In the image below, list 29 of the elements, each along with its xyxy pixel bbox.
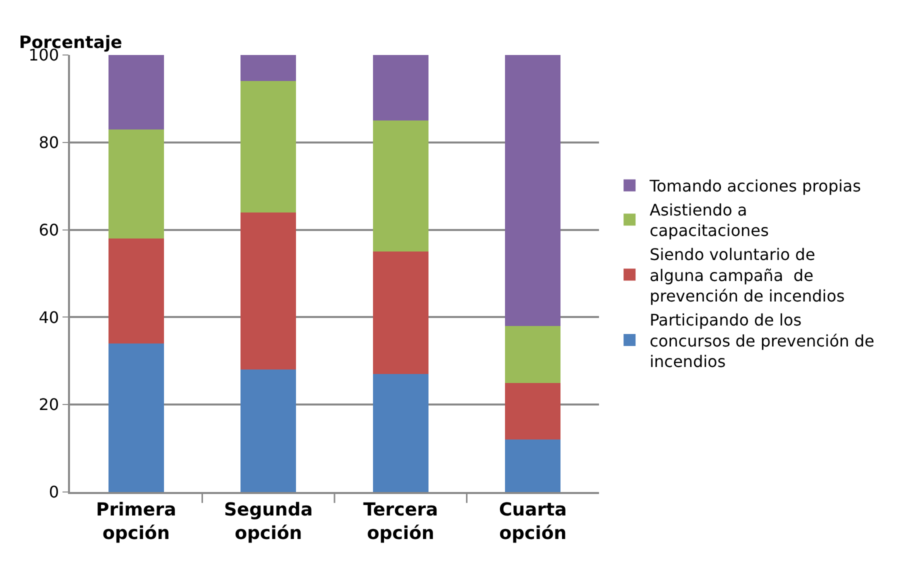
bar	[240, 81, 296, 212]
bar	[108, 343, 164, 492]
y-tick-label: 0	[48, 482, 60, 502]
bar	[240, 212, 296, 370]
y-tick-label: 40	[38, 308, 60, 327]
x-tick-label: Primera opción	[96, 499, 176, 544]
x-tick-label: Tercera opción	[363, 499, 438, 544]
bar	[108, 55, 164, 130]
legend-label: Participando de los concursos de prevención de incendios	[650, 310, 874, 372]
legend-label: Siendo voluntario de alguna campaña de prevención de incendios	[650, 245, 845, 306]
x-tick-label: Segunda opción	[224, 499, 313, 544]
bar	[505, 326, 561, 383]
bar	[372, 374, 428, 492]
bar	[505, 55, 561, 326]
bar	[108, 238, 164, 344]
x-tick-label: Cuarta opción	[498, 499, 567, 544]
bar	[505, 382, 561, 440]
y-tick-label: 80	[38, 133, 60, 152]
bar	[372, 55, 428, 121]
y-tick-label: 20	[38, 395, 60, 414]
bar	[372, 120, 428, 252]
legend-label: Tomando acciones propias	[648, 176, 861, 196]
bar	[372, 252, 428, 374]
bar	[505, 440, 561, 492]
y-tick-label: 60	[38, 220, 60, 240]
bar	[108, 129, 164, 239]
bar	[240, 55, 296, 82]
legend-label: Asistiendo a capacitaciones	[650, 200, 769, 240]
bar	[240, 370, 296, 492]
